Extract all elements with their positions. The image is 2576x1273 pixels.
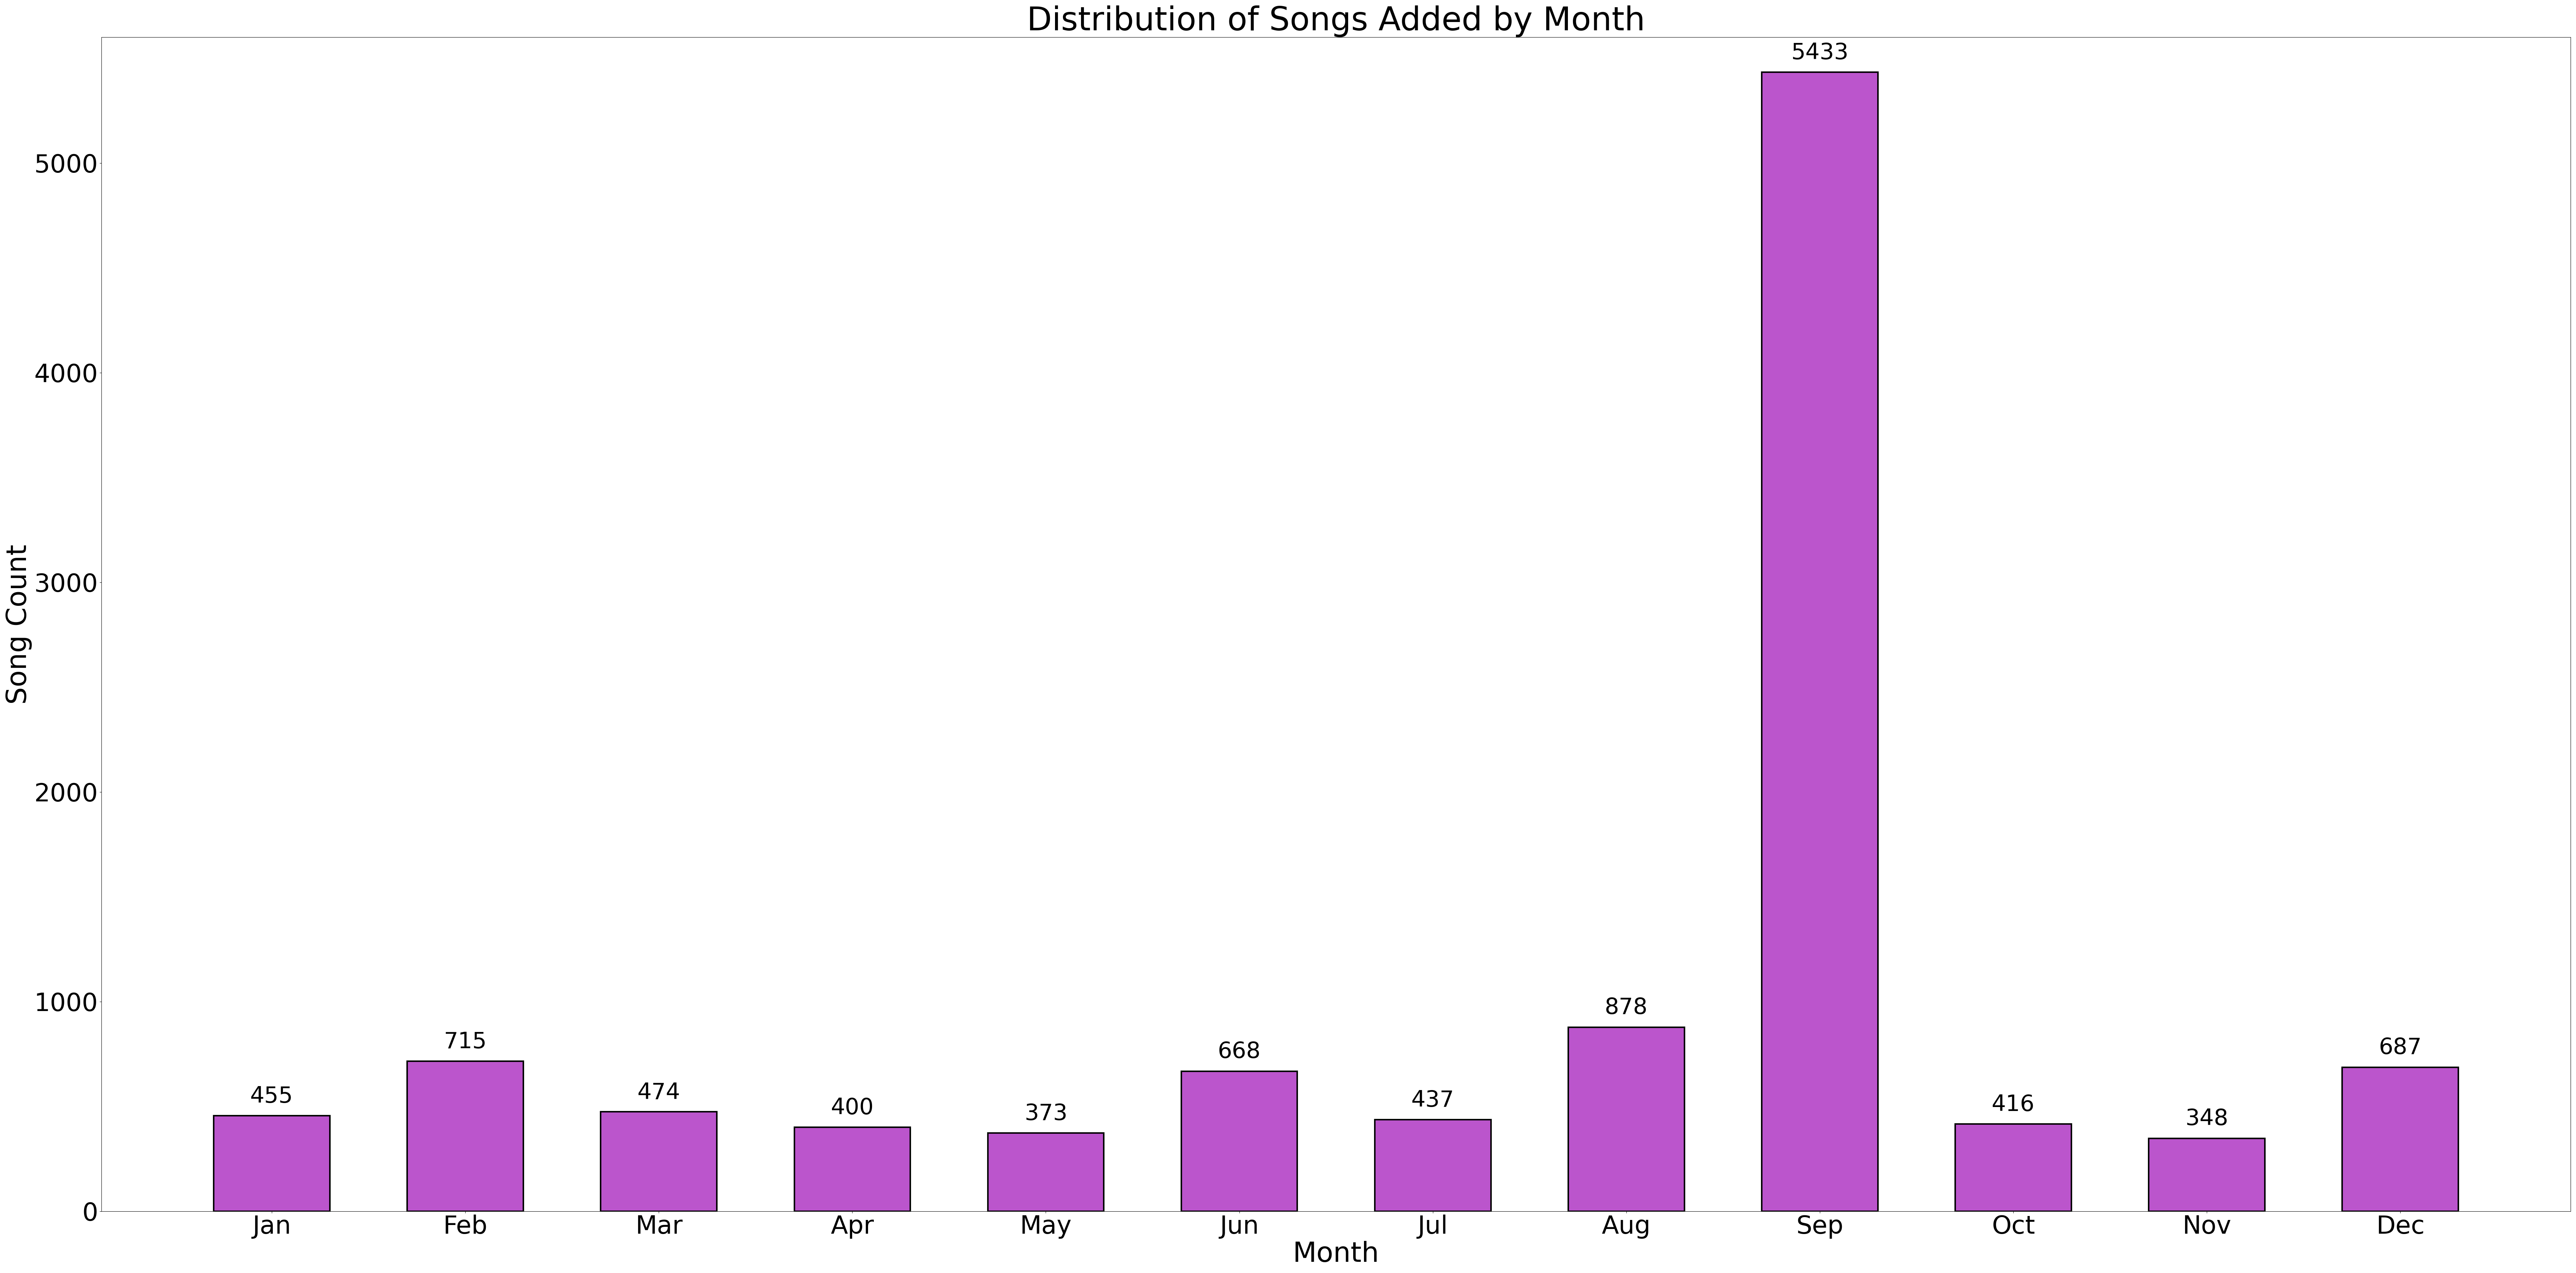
Text: 474: 474 — [636, 1082, 680, 1104]
Text: 373: 373 — [1025, 1102, 1066, 1124]
Bar — [987, 1133, 1105, 1211]
Text: 437: 437 — [1412, 1090, 1455, 1111]
Text: 348: 348 — [2184, 1109, 2228, 1130]
Text: 687: 687 — [2378, 1037, 2421, 1059]
Text: 416: 416 — [1991, 1094, 2035, 1115]
Bar — [793, 1128, 909, 1211]
Text: 400: 400 — [832, 1097, 873, 1119]
Text: 668: 668 — [1218, 1041, 1260, 1063]
Text: 715: 715 — [443, 1031, 487, 1053]
Text: 455: 455 — [250, 1086, 294, 1108]
Bar — [2342, 1067, 2458, 1211]
Title: Distribution of Songs Added by Month: Distribution of Songs Added by Month — [1028, 5, 1646, 37]
Bar — [600, 1111, 716, 1211]
Bar — [407, 1062, 523, 1211]
Bar — [1762, 73, 1878, 1211]
Text: 878: 878 — [1605, 997, 1649, 1018]
Bar — [2148, 1138, 2264, 1211]
Bar — [1376, 1119, 1492, 1211]
Text: 5433: 5433 — [1790, 42, 1850, 64]
Bar — [1569, 1027, 1685, 1211]
Y-axis label: Song Count: Song Count — [5, 544, 31, 704]
X-axis label: Month: Month — [1293, 1241, 1378, 1268]
Bar — [1182, 1071, 1298, 1211]
Bar — [214, 1116, 330, 1211]
Bar — [1955, 1124, 2071, 1211]
